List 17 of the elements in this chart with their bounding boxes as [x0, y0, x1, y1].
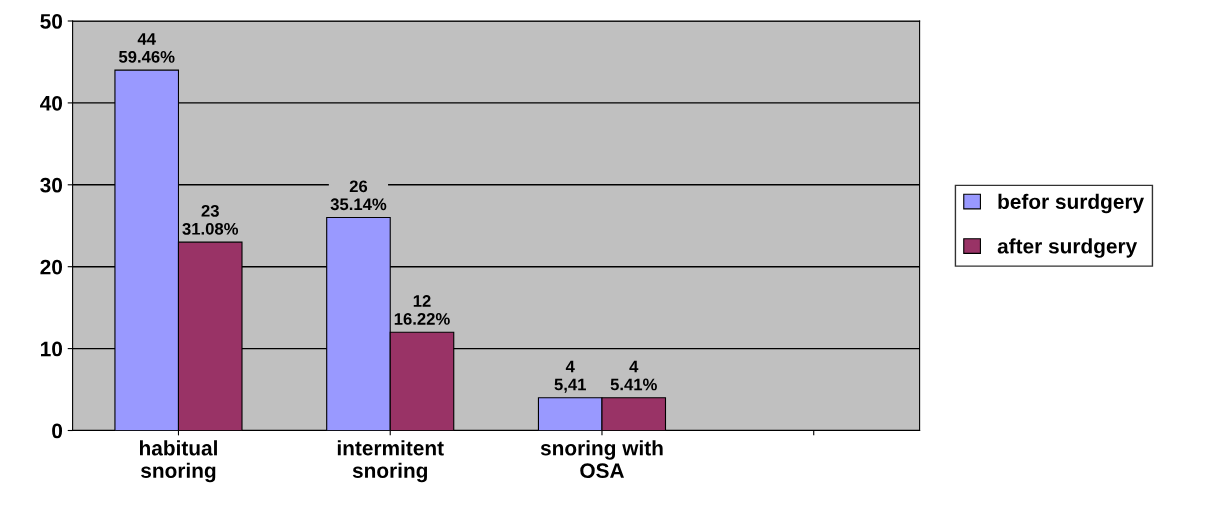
legend-label: after surdgery	[997, 238, 1138, 258]
data-label: 44 59.46%	[118, 33, 175, 63]
y-tick-label: 0	[52, 423, 63, 439]
y-tick-label: 40	[40, 95, 63, 111]
y-tick-label: 10	[41, 341, 63, 357]
x-tick-label: intermitent snoring	[337, 440, 444, 483]
x-tick-label: habitual snoring	[140, 440, 217, 483]
data-label: 4 5.41%	[610, 360, 657, 391]
data-label: 12 16.22%	[394, 295, 450, 325]
y-tick-label: 50	[40, 14, 63, 29]
y-tick-label: 20	[40, 259, 63, 275]
x-tick-label: snoring with OSA	[540, 440, 663, 479]
data-label: 26 35.14%	[330, 180, 387, 211]
data-label: 4 5,41	[554, 360, 586, 393]
legend-label: befor surdgery	[998, 193, 1145, 214]
data-label: 23 31.08%	[182, 204, 239, 235]
y-tick-label: 30	[40, 177, 63, 193]
